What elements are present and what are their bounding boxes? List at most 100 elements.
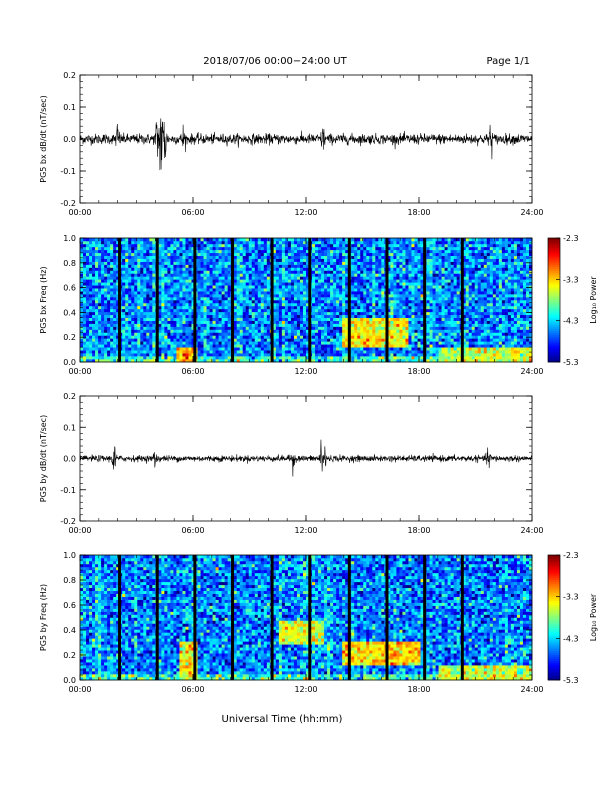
spectrogram-cell: [200, 302, 204, 307]
spectrogram-cell: [212, 282, 216, 286]
spectrogram-cell: [218, 311, 222, 316]
spectrogram-cell: [122, 276, 126, 280]
spectrogram-cell: [212, 314, 216, 319]
spectrogram-cell: [107, 270, 111, 274]
spectrogram-cell: [345, 291, 349, 295]
spectrogram-cell: [170, 267, 174, 271]
spectrogram-cell: [290, 267, 295, 271]
spectrogram-cell: [236, 311, 240, 316]
spectrogram-cell: [278, 338, 283, 342]
spectrogram-cell: [327, 297, 331, 301]
spectrogram-cell: [212, 323, 216, 327]
spectrogram-cell: [110, 282, 114, 286]
spectrogram-cell: [372, 332, 376, 336]
spectrogram-cell: [426, 347, 430, 351]
spectrogram-cell: [209, 308, 213, 313]
spectrogram-cell: [95, 288, 99, 292]
spectrogram-cell: [293, 279, 298, 283]
spectrogram-cell: [324, 249, 328, 254]
spectrogram-cell: [408, 282, 412, 286]
spectrogram-cell: [146, 243, 150, 248]
spectrogram-cell: [197, 329, 201, 333]
spectrogram-cell: [408, 279, 412, 283]
spectrogram-cell: [158, 294, 162, 298]
spectrogram-cell: [396, 338, 400, 342]
spectrogram-cell: [351, 255, 355, 259]
spectrogram-cell: [312, 314, 316, 319]
spectrogram-cell: [104, 344, 108, 348]
spectrogram-cell: [206, 320, 210, 324]
spectrogram-cell: [321, 252, 325, 257]
spectrogram-cell: [381, 246, 385, 251]
spectrogram-cell: [122, 356, 126, 360]
spectrogram-cell: [306, 264, 310, 268]
spectrogram-cell: [366, 258, 370, 262]
spectrogram-cell: [170, 344, 174, 348]
spectrogram-cell: [242, 356, 247, 360]
spectrogram-cell: [378, 243, 382, 248]
spectrogram-cell: [254, 338, 259, 342]
spectrogram-cell: [312, 300, 316, 304]
spectrogram-cell: [396, 249, 400, 254]
spectrogram-cell: [399, 347, 403, 351]
spectrogram-cell: [197, 255, 201, 259]
spectrogram-cell: [110, 273, 114, 277]
spectrogram-cell: [185, 279, 189, 283]
spectrogram-cell: [287, 320, 292, 324]
spectrogram-cell: [299, 341, 304, 345]
spectrogram-cell: [236, 347, 240, 351]
spectrogram-cell: [278, 347, 283, 351]
spectrogram-cell: [405, 332, 409, 336]
spectrogram-cell: [134, 308, 138, 313]
spectrogram-cell: [339, 264, 343, 268]
spectrogram-cell: [324, 285, 328, 289]
spectrogram-cell: [354, 282, 358, 286]
spectrogram-cell: [215, 243, 219, 248]
spectrogram-cell: [221, 359, 225, 363]
spectrogram-cell: [290, 246, 295, 251]
spectrogram-cell: [327, 326, 331, 330]
spectrogram-cell: [296, 264, 301, 268]
spectrogram-cell: [164, 359, 168, 363]
spectrogram-cell: [281, 326, 286, 330]
spectrogram-cell: [390, 302, 394, 307]
spectrogram-cell: [161, 326, 165, 330]
spectrogram-cell: [393, 311, 397, 316]
spectrogram-cell: [263, 344, 268, 348]
spectrogram-cell: [122, 285, 126, 289]
spectrogram-cell: [206, 243, 210, 248]
spectrogram-cell: [321, 317, 325, 321]
spectrogram-cell: [245, 338, 250, 342]
spectrogram-cell: [176, 249, 180, 254]
spectrogram-cell: [89, 344, 93, 348]
spectrogram-cell: [80, 297, 84, 301]
spectrogram-cell: [278, 240, 283, 245]
spectrogram-cell: [122, 317, 126, 321]
spectrogram-cell: [399, 240, 403, 245]
spectrogram-cell: [236, 282, 240, 286]
spectrogram-cell: [275, 246, 280, 251]
spectrogram-cell: [212, 305, 216, 310]
spectrogram-cell: [146, 288, 150, 292]
spectrogram-cell: [411, 285, 415, 289]
spectrogram-cell: [149, 240, 153, 245]
spectrogram-cell: [146, 350, 150, 354]
spectrogram-cell: [411, 332, 415, 336]
spectrogram-cell: [306, 317, 310, 321]
spectrogram-cell: [203, 252, 207, 257]
spectrogram-cell: [315, 270, 319, 274]
spectrogram-cell: [372, 255, 376, 259]
spectrogram-cell: [284, 347, 289, 351]
spectrogram-cell: [203, 314, 207, 319]
spectrogram-cell: [339, 270, 343, 274]
spectrogram-cell: [281, 276, 286, 280]
spectrogram-cell: [227, 314, 231, 319]
spectrogram-cell: [417, 282, 421, 286]
spectrogram-cell: [245, 246, 250, 251]
spectrogram-cell: [221, 302, 225, 307]
spectrogram-cell: [342, 311, 346, 316]
spectrogram-cell: [170, 350, 174, 354]
spectrogram-cell: [158, 359, 162, 363]
spectrogram-cell: [188, 273, 192, 277]
spectrogram-cell: [363, 326, 367, 330]
